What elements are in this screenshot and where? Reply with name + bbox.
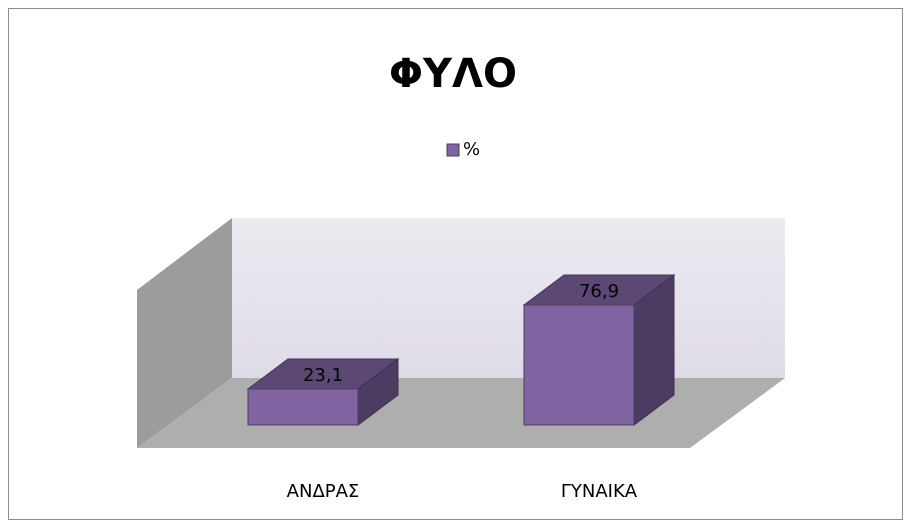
back-wall	[232, 218, 785, 378]
side-wall	[137, 218, 232, 448]
chart-title: ΦΥΛΟ	[389, 51, 517, 97]
bar	[523, 304, 635, 426]
legend-swatch	[446, 143, 460, 157]
x-tick-label: ΓΥΝΑΙΚΑ	[561, 481, 638, 502]
floor	[137, 378, 785, 448]
legend-label: %	[463, 139, 480, 160]
x-tick-label: ΑΝΔΡΑΣ	[287, 481, 360, 502]
data-label: 76,9	[579, 281, 619, 302]
bar	[247, 388, 359, 426]
data-label: 23,1	[303, 365, 343, 386]
